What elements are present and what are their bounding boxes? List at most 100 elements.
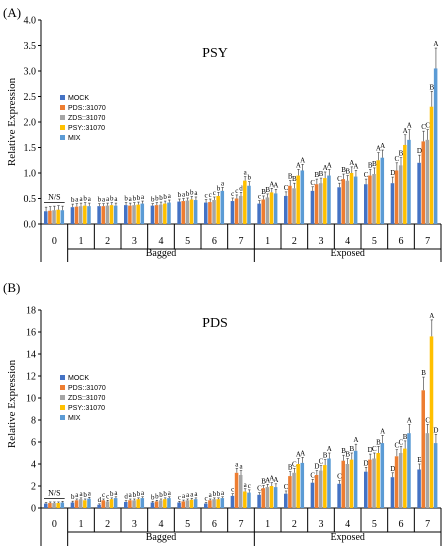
bar bbox=[87, 206, 91, 224]
x-tick-label: 7 bbox=[425, 236, 430, 247]
significance-letter: a bbox=[209, 491, 213, 499]
significance-letter: C bbox=[310, 471, 315, 479]
bar bbox=[341, 460, 345, 508]
x-tick-label: 3 bbox=[319, 519, 324, 530]
bar bbox=[269, 192, 274, 224]
bar bbox=[105, 501, 110, 508]
significance-letter: D bbox=[390, 465, 395, 473]
y-tick-label: 3.5 bbox=[24, 41, 37, 52]
y-tick-label: 2.0 bbox=[24, 118, 37, 129]
bar bbox=[101, 500, 105, 508]
significance-letter: B bbox=[376, 438, 381, 446]
bar bbox=[60, 502, 65, 508]
bar bbox=[261, 199, 265, 224]
bar bbox=[318, 470, 323, 508]
significance-letter: a bbox=[114, 195, 118, 203]
panel-psy: (A) PSY Relative Expression 0.0 0.5 1.0 1.5… bbox=[3, 5, 442, 262]
significance-letter: C bbox=[421, 123, 426, 131]
x-tick-label: 6 bbox=[399, 236, 404, 247]
significance-letter: B bbox=[261, 477, 266, 485]
bar bbox=[220, 190, 225, 224]
legend-entry: PDS::31070 bbox=[68, 385, 106, 392]
bar bbox=[421, 390, 425, 508]
x-tick-label: 2 bbox=[292, 236, 297, 247]
significance-letter: a bbox=[239, 463, 243, 471]
bar bbox=[105, 205, 110, 224]
significance-letter: A bbox=[323, 164, 328, 172]
bar bbox=[181, 501, 185, 508]
significance-letter: c bbox=[209, 191, 212, 199]
significance-letter: a bbox=[106, 195, 110, 203]
bar bbox=[398, 165, 403, 224]
significance-letter: C bbox=[425, 122, 430, 130]
bar bbox=[323, 465, 327, 508]
significance-letter: A bbox=[353, 436, 358, 444]
bar bbox=[300, 170, 305, 224]
bar bbox=[429, 106, 434, 224]
bar bbox=[368, 459, 372, 508]
significance-letter: b bbox=[83, 195, 87, 203]
significance-letter: b bbox=[163, 193, 167, 201]
y-tick-label: 18 bbox=[26, 306, 36, 317]
legend-swatch bbox=[60, 415, 65, 420]
bar bbox=[353, 450, 358, 508]
bar bbox=[158, 500, 163, 508]
y-tick-label: 16 bbox=[26, 328, 36, 339]
bar bbox=[167, 498, 171, 508]
significance-letter: A bbox=[429, 312, 434, 320]
y-axis-title-pds: Relative Expression bbox=[6, 359, 18, 448]
x-tick-label: 1 bbox=[79, 519, 84, 530]
bar bbox=[345, 464, 350, 508]
bar bbox=[243, 180, 247, 224]
bar bbox=[327, 175, 331, 224]
bar bbox=[390, 477, 395, 508]
bar bbox=[314, 184, 319, 224]
x-tick-label: 1 bbox=[265, 519, 270, 530]
significance-letter: b bbox=[137, 194, 141, 202]
significance-letter: b bbox=[159, 491, 163, 499]
bar bbox=[216, 195, 220, 224]
bar bbox=[296, 175, 300, 224]
significance-letter: b bbox=[71, 196, 75, 204]
bar bbox=[380, 157, 385, 224]
legend-swatch bbox=[60, 375, 65, 380]
significance-letter: C bbox=[425, 416, 430, 424]
bar bbox=[181, 201, 185, 224]
panel-label-b: (B) bbox=[3, 280, 20, 295]
significance-letter: c bbox=[205, 495, 208, 503]
significance-letter: A bbox=[327, 445, 332, 453]
significance-letter: b bbox=[71, 493, 75, 501]
significance-letter: b bbox=[133, 491, 137, 499]
significance-letter: A bbox=[265, 476, 270, 484]
legend-swatch bbox=[60, 135, 65, 140]
chart-title-psy: PSY bbox=[202, 46, 228, 61]
bar bbox=[185, 500, 190, 508]
bar bbox=[261, 488, 265, 508]
group-label: Exposed bbox=[330, 532, 364, 543]
legend-entry: MIX bbox=[68, 135, 81, 142]
x-tick-label: 5 bbox=[185, 236, 190, 247]
significance-letter: c bbox=[213, 189, 216, 197]
significance-letter: C bbox=[310, 179, 315, 187]
significance-letter: A bbox=[353, 162, 358, 170]
bar bbox=[48, 210, 52, 224]
bar bbox=[193, 200, 198, 224]
significance-letter: a bbox=[235, 460, 239, 468]
significance-letter: A bbox=[296, 451, 301, 459]
significance-letter: a bbox=[129, 491, 133, 499]
bar bbox=[204, 503, 208, 508]
bar bbox=[364, 184, 368, 224]
significance-letter: a bbox=[221, 179, 225, 187]
significance-letter: A bbox=[273, 181, 278, 189]
bar bbox=[257, 494, 261, 508]
significance-letter: D bbox=[368, 446, 373, 454]
bar bbox=[208, 500, 212, 508]
bar bbox=[238, 475, 243, 508]
significance-letter: B bbox=[403, 433, 408, 441]
significance-letter: B bbox=[315, 171, 320, 179]
bar bbox=[56, 209, 60, 224]
significance-letter: a bbox=[79, 490, 83, 498]
significance-letter: b bbox=[110, 195, 114, 203]
significance-letter: a bbox=[114, 489, 118, 497]
